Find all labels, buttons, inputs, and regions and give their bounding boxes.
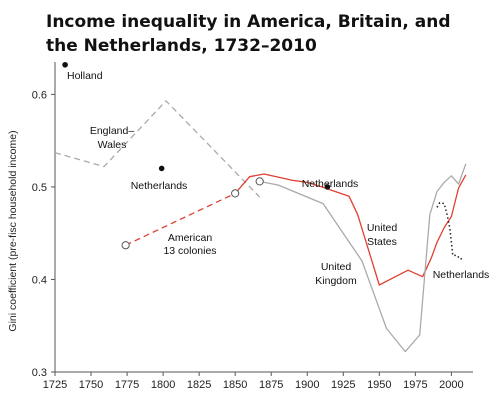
x-tick-label: 1900: [295, 379, 319, 391]
x-tick-label: 1775: [115, 379, 139, 391]
annotation-label: Kingdom: [315, 275, 357, 287]
annotation-label: States: [367, 236, 397, 248]
axes: 1725 1750 1775 1800 1825 1850 1875 1900 1925 1950…: [7, 62, 473, 391]
chart-title: Income inequality in America, Britain, a…: [46, 12, 451, 56]
y-tick-label: 0.4: [32, 274, 47, 286]
series-layer: [54, 100, 467, 353]
data-point: [158, 165, 165, 172]
annotation-label: American: [168, 232, 213, 244]
x-tick-label: 1950: [367, 379, 391, 391]
series-line-united-kingdom: [259, 163, 467, 353]
x-tick-label: 1875: [259, 379, 283, 391]
x-tick-label: 2000: [439, 379, 463, 391]
x-tick-label: 1800: [151, 379, 175, 391]
annotation-label: Netherlands: [131, 180, 188, 192]
annotation-label: Holland: [67, 70, 103, 82]
annotation-label: Wales: [98, 139, 127, 151]
annotation-label: England–: [90, 125, 135, 137]
data-point-open: [255, 177, 264, 186]
annotation-label: United: [367, 222, 398, 234]
annotation-label: 13 colonies: [163, 245, 216, 257]
annotation-layer: Holland England– Wales Netherlands Ameri…: [67, 70, 489, 287]
data-point-open: [231, 189, 240, 198]
y-axis-label: Gini coefficient (pre-fisc household inc…: [7, 130, 19, 331]
x-tick-label: 1975: [403, 379, 427, 391]
annotation-label: Netherlands: [302, 178, 359, 190]
points-layer: [62, 61, 331, 250]
series-line-united-states: [234, 173, 467, 286]
series-line-england-wales: [54, 100, 261, 198]
annotation-label: Netherlands: [433, 269, 490, 281]
y-tick-label: 0.5: [32, 182, 47, 194]
x-tick-label: 1825: [187, 379, 211, 391]
data-point: [62, 61, 68, 68]
y-tick-label: 0.6: [32, 89, 47, 101]
x-tick-label: 1850: [223, 379, 247, 391]
data-point-open: [121, 241, 130, 250]
x-tick-label: 1725: [43, 379, 67, 391]
y-tick-label: 0.3: [32, 367, 47, 379]
data-point: [324, 184, 331, 190]
series-line-netherlands: [436, 201, 465, 260]
annotation-label: United: [321, 261, 352, 273]
x-tick-label: 1750: [79, 379, 103, 391]
series-line-american-13-colonies: [125, 192, 236, 246]
x-tick-label: 1925: [331, 379, 355, 391]
